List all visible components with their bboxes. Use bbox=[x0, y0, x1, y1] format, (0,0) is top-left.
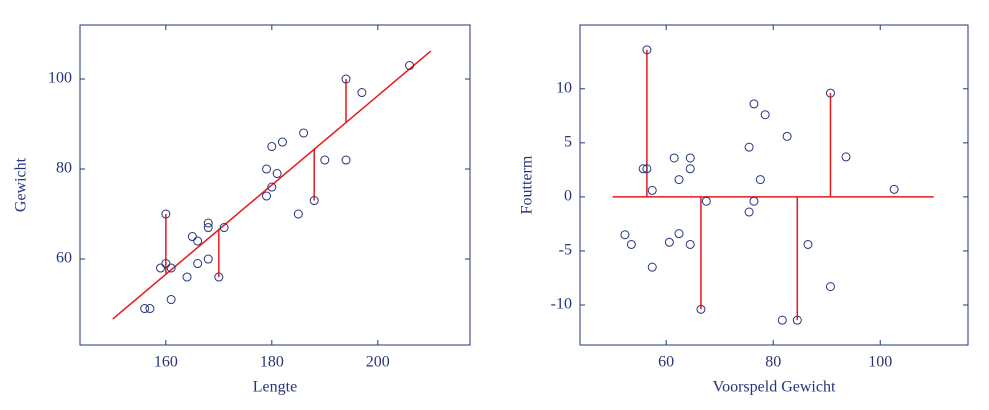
data-point bbox=[669, 153, 679, 163]
x-axis-label: Lengte bbox=[253, 379, 297, 396]
plot-frame bbox=[79, 24, 471, 346]
data-point bbox=[825, 88, 835, 98]
data-point bbox=[674, 229, 684, 239]
data-point bbox=[405, 61, 415, 71]
data-point bbox=[214, 272, 224, 282]
data-point bbox=[755, 175, 765, 185]
data-point bbox=[803, 239, 813, 249]
data-point bbox=[744, 207, 754, 217]
x-tick-label: 60 bbox=[658, 354, 674, 371]
data-point bbox=[341, 74, 351, 84]
x-tick-label: 200 bbox=[366, 354, 390, 371]
data-point bbox=[140, 304, 150, 314]
data-point bbox=[664, 237, 674, 247]
data-point bbox=[792, 315, 802, 325]
y-tick-label: 5 bbox=[564, 134, 572, 151]
data-point bbox=[889, 184, 899, 194]
y-axis-label: Foutterm bbox=[519, 155, 536, 214]
data-point bbox=[267, 182, 277, 192]
y-tick-label: -10 bbox=[551, 296, 572, 313]
x-tick-label: 100 bbox=[868, 354, 892, 371]
data-point bbox=[357, 88, 367, 98]
data-point bbox=[193, 259, 203, 269]
data-point bbox=[647, 185, 657, 195]
data-point bbox=[299, 128, 309, 138]
y-axis-label: Gewicht bbox=[13, 157, 30, 212]
data-point bbox=[642, 164, 652, 174]
y-tick-label: 80 bbox=[56, 160, 72, 177]
data-point bbox=[203, 218, 213, 228]
data-point bbox=[293, 209, 303, 219]
data-point bbox=[262, 164, 272, 174]
x-tick-label: 160 bbox=[154, 354, 178, 371]
y-tick-label: 0 bbox=[564, 188, 572, 205]
data-point bbox=[749, 99, 759, 109]
plot-frame bbox=[579, 24, 969, 346]
data-point bbox=[744, 142, 754, 152]
data-point bbox=[272, 169, 282, 179]
data-point bbox=[647, 262, 657, 272]
data-point bbox=[642, 45, 652, 55]
fit-line bbox=[112, 50, 432, 320]
data-point bbox=[685, 164, 695, 174]
data-point bbox=[193, 236, 203, 246]
data-point bbox=[219, 223, 229, 233]
data-point bbox=[782, 131, 792, 141]
chart: 60 80 100 -10 -5 0 5 10 Voorspeld Gewicht Foutter… bbox=[519, 24, 969, 396]
data-point bbox=[203, 223, 213, 233]
y-tick-label: -5 bbox=[559, 242, 572, 259]
data-point bbox=[320, 155, 330, 165]
x-tick-label: 80 bbox=[765, 354, 781, 371]
x-axis-label: Voorspeld Gewicht bbox=[713, 379, 836, 396]
data-point bbox=[156, 263, 166, 273]
data-point bbox=[760, 110, 770, 120]
data-point bbox=[626, 239, 636, 249]
data-point bbox=[182, 272, 192, 282]
data-point bbox=[267, 142, 277, 152]
data-point bbox=[841, 152, 851, 162]
y-tick-label: 60 bbox=[56, 250, 72, 267]
data-point bbox=[166, 263, 176, 273]
data-point bbox=[161, 209, 171, 219]
data-point bbox=[777, 315, 787, 325]
data-point bbox=[825, 282, 835, 292]
data-point bbox=[749, 196, 759, 206]
y-tick-label: 100 bbox=[48, 70, 72, 87]
data-point bbox=[166, 295, 176, 305]
data-point bbox=[262, 191, 272, 201]
data-point bbox=[161, 259, 171, 269]
data-point bbox=[341, 155, 351, 165]
chart: 160 180 200 60 80 100 Lengte Gewicht bbox=[13, 24, 471, 396]
data-point bbox=[685, 153, 695, 163]
data-point bbox=[145, 304, 155, 314]
data-point bbox=[701, 196, 711, 206]
data-point bbox=[674, 175, 684, 185]
data-point bbox=[203, 254, 213, 264]
data-point bbox=[685, 239, 695, 249]
data-point bbox=[309, 196, 319, 206]
data-point bbox=[187, 232, 197, 242]
data-point bbox=[277, 137, 287, 147]
y-tick-label: 10 bbox=[556, 79, 572, 96]
data-point bbox=[620, 230, 630, 240]
data-point bbox=[638, 164, 648, 174]
x-tick-label: 180 bbox=[260, 354, 284, 371]
data-point bbox=[696, 304, 706, 314]
